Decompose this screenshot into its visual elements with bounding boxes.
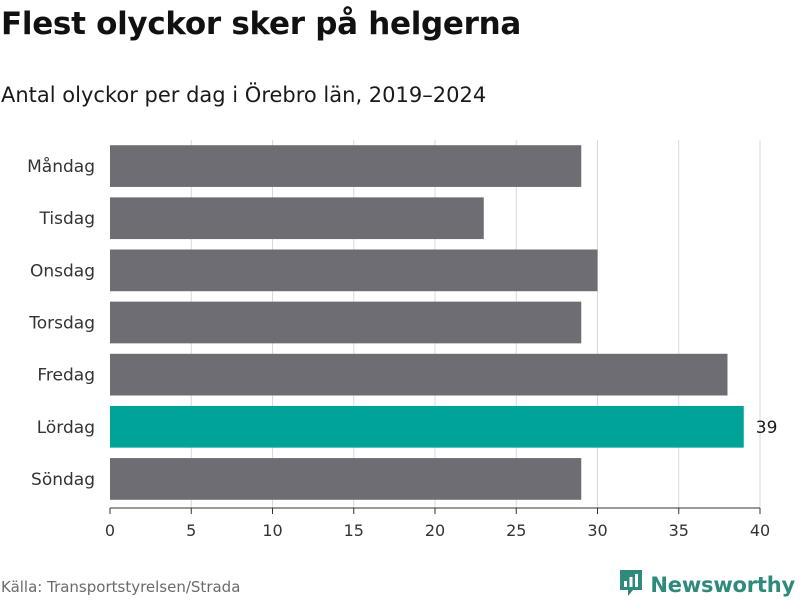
x-tick-label: 15 xyxy=(344,521,364,540)
chart-subtitle: Antal olyckor per dag i Örebro län, 2019… xyxy=(1,83,487,107)
bar xyxy=(110,249,598,292)
x-tick-label: 5 xyxy=(186,521,196,540)
bar xyxy=(110,353,728,396)
bar xyxy=(110,405,744,448)
brand-logo: Newsworthy xyxy=(618,568,795,602)
data-label: 39 xyxy=(756,418,778,438)
x-tick-label: 20 xyxy=(425,521,445,540)
category-label: Fredag xyxy=(37,366,95,386)
x-tick-label: 35 xyxy=(669,521,689,540)
x-tick-label: 10 xyxy=(262,521,282,540)
source-note: Källa: Transportstyrelsen/Strada xyxy=(1,578,241,596)
category-label: Lördag xyxy=(37,418,95,438)
x-tick-label: 25 xyxy=(506,521,526,540)
x-tick-label: 30 xyxy=(587,521,607,540)
bar xyxy=(110,458,582,500)
category-label: Tisdag xyxy=(39,209,95,229)
category-label: Söndag xyxy=(31,470,95,490)
x-tick-label: 0 xyxy=(105,521,115,540)
category-label: Onsdag xyxy=(30,261,95,281)
chart-title: Flest olyckor sker på helgerna xyxy=(1,6,522,42)
bar xyxy=(110,197,484,240)
newsworthy-logo-icon xyxy=(618,568,644,602)
category-label: Torsdag xyxy=(28,314,95,334)
bar xyxy=(110,301,582,344)
x-tick-label: 40 xyxy=(750,521,770,540)
bar xyxy=(110,145,582,187)
brand-name: Newsworthy xyxy=(650,573,795,597)
bar-chart: Måndag Tisdag Onsdag Torsdag Fredag Lördag 39 S… xyxy=(27,140,778,540)
category-label: Måndag xyxy=(27,156,95,177)
